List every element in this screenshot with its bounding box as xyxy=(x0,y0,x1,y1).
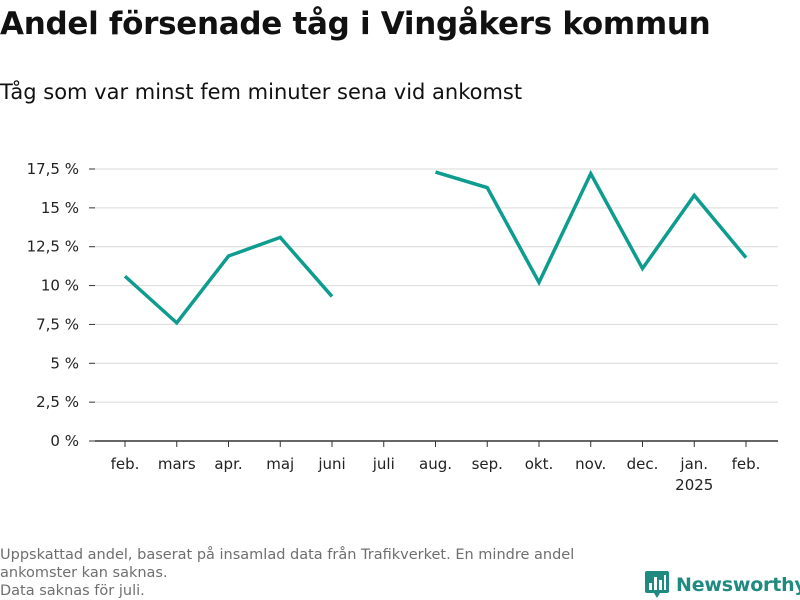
brand-name: Newsworthy xyxy=(676,574,800,596)
x-tick-label: juni xyxy=(317,455,345,473)
x-tick-label: mars xyxy=(158,455,196,473)
x-tick-label: jan. xyxy=(679,455,708,473)
y-tick-label: 15 % xyxy=(41,199,79,217)
footnote-line-2: ankomster kan saknas. xyxy=(0,565,168,581)
footnote-line-3: Data saknas för juli. xyxy=(0,583,145,599)
line-chart: 0 % 2,5 % 5 % 7,5 % 10 % 12,5 % 15 % 17,5 % feb… xyxy=(27,160,778,494)
chart-subtitle: Tåg som var minst fem minuter sena vid a… xyxy=(0,80,523,104)
x-tick-label: dec. xyxy=(627,455,659,473)
x-tick-label: apr. xyxy=(214,455,242,473)
x-tick-label: maj xyxy=(266,455,294,473)
x-axis-ticks: feb. mars apr. maj juni juli aug. sep. okt. nov. d… xyxy=(111,441,761,494)
x-tick-label: juli xyxy=(372,455,395,473)
y-tick-label: 5 % xyxy=(50,354,79,372)
bar-chart-logo-icon xyxy=(645,571,669,598)
footnote: Uppskattad andel, baserat på insamlad da… xyxy=(0,546,640,600)
y-axis-ticks: 0 % 2,5 % 5 % 7,5 % 10 % 12,5 % 15 % 17,5 % xyxy=(27,160,95,450)
x-tick-label: feb. xyxy=(111,455,140,473)
x-tick-label: aug. xyxy=(419,455,452,473)
y-tick-label: 12,5 % xyxy=(27,238,79,256)
series-line-segment xyxy=(123,235,334,326)
brand-logo: Newsworthy xyxy=(645,570,800,600)
grid-lines xyxy=(95,168,778,403)
y-tick-label: 17,5 % xyxy=(27,160,79,178)
y-tick-label: 2,5 % xyxy=(36,393,79,411)
chart-title: Andel försenade tåg i Vingåkers kommun xyxy=(0,6,711,42)
x-tick-label: sep. xyxy=(472,455,503,473)
x-tick-label: feb. xyxy=(732,455,761,473)
x-tick-label: okt. xyxy=(525,455,554,473)
y-tick-label: 10 % xyxy=(41,277,79,295)
series-line xyxy=(123,169,748,326)
x-tick-sublabel: 2025 xyxy=(675,476,713,494)
y-tick-label: 0 % xyxy=(50,432,79,450)
series-line-segment xyxy=(434,169,748,287)
y-tick-label: 7,5 % xyxy=(36,315,79,333)
x-tick-label: nov. xyxy=(575,455,606,473)
footnote-line-1: Uppskattad andel, baserat på insamlad da… xyxy=(0,547,575,563)
